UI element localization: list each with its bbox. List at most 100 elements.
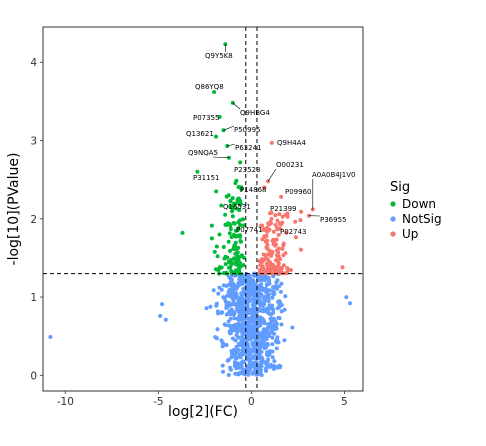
down-point — [241, 223, 246, 228]
down-point — [221, 245, 226, 249]
notsig-point — [261, 277, 266, 281]
notsig-point — [224, 312, 229, 317]
notsig-point — [267, 288, 272, 293]
notsig-point — [245, 300, 250, 305]
notsig-point — [239, 360, 244, 365]
point-label: Q9HBG4 — [240, 109, 270, 117]
notsig-point — [211, 288, 216, 293]
notsig-point — [265, 326, 270, 331]
notsig-point — [245, 348, 250, 353]
outlier-point — [344, 295, 349, 300]
down-point — [237, 268, 242, 273]
point-label: P21399 — [270, 205, 297, 213]
y-tick-label: 1 — [30, 292, 37, 304]
notsig-point — [245, 332, 250, 337]
down-point — [235, 271, 240, 276]
notsig-point — [261, 343, 265, 348]
labeled-point — [212, 90, 217, 94]
up-point — [281, 253, 286, 258]
down-point — [239, 187, 244, 192]
x-tick-label: -10 — [57, 396, 74, 408]
outlier-point — [158, 313, 163, 318]
notsig-point — [272, 331, 277, 336]
down-point — [241, 255, 246, 260]
notsig-point — [264, 369, 269, 373]
notsig-point — [236, 317, 241, 322]
x-tick-label: 5 — [341, 396, 348, 408]
notsig-point — [231, 299, 236, 304]
notsig-point — [271, 289, 276, 294]
notsig-point — [230, 328, 235, 333]
notsig-point — [224, 283, 229, 288]
notsig-point — [274, 321, 279, 326]
down-point — [214, 189, 219, 194]
notsig-point — [242, 341, 247, 346]
notsig-point — [215, 327, 220, 332]
notsig-point — [255, 308, 260, 313]
notsig-point — [258, 367, 263, 372]
notsig-point — [227, 293, 232, 298]
notsig-point — [227, 287, 232, 292]
up-point — [281, 243, 286, 248]
down-point — [215, 254, 220, 259]
notsig-point — [255, 370, 260, 375]
notsig-point — [219, 287, 224, 292]
notsig-point — [255, 343, 260, 348]
up-point — [281, 263, 286, 268]
down-point — [232, 256, 237, 261]
notsig-point — [234, 292, 239, 297]
up-point — [274, 237, 279, 242]
x-axis-ticks: -10 -5 0 5 — [57, 391, 348, 408]
outlier-point — [163, 317, 168, 322]
point-label: P07741 — [236, 226, 263, 234]
notsig-point — [223, 299, 228, 304]
notsig-point — [262, 331, 267, 336]
legend-label: Up — [402, 227, 418, 241]
notsig-point — [275, 278, 280, 283]
notsig-point — [265, 306, 269, 311]
labeled-point — [238, 160, 243, 165]
notsig-point — [283, 294, 288, 299]
notsig-point — [247, 358, 252, 363]
notsig-point — [270, 364, 275, 369]
label-leader-line — [267, 168, 277, 182]
notsig-point — [240, 333, 245, 337]
labeled-point — [230, 204, 235, 209]
notsig-point — [279, 281, 284, 286]
notsig-point — [282, 307, 287, 312]
up-point — [275, 226, 280, 231]
down-point — [236, 220, 241, 225]
legend-swatch — [390, 201, 396, 207]
x-tick-label: -5 — [153, 396, 163, 408]
notsig-point — [240, 310, 245, 315]
x-axis-title: log[2](FC) — [168, 404, 238, 420]
point-label: P14868 — [240, 186, 267, 194]
notsig-point — [208, 304, 213, 309]
up-point — [267, 227, 272, 232]
notsig-point — [236, 335, 241, 340]
point-label: P23528 — [234, 166, 261, 174]
notsig-point — [268, 316, 273, 321]
notsig-point — [251, 318, 256, 323]
y-axis-title: -log[10](PValue) — [6, 153, 22, 266]
notsig-point — [253, 356, 258, 361]
up-point — [265, 252, 270, 257]
notsig-point — [235, 361, 240, 366]
notsig-point — [222, 322, 227, 327]
legend-title: Sig — [390, 180, 410, 195]
notsig-point — [226, 357, 231, 362]
notsig-point — [228, 312, 233, 317]
legend-swatch — [390, 231, 396, 237]
legend-swatch — [390, 216, 396, 222]
down-point — [223, 254, 228, 259]
notsig-point — [232, 316, 237, 321]
notsig-point — [238, 355, 243, 360]
notsig-point — [216, 291, 221, 296]
notsig-point — [266, 276, 271, 281]
up-point — [263, 256, 268, 261]
notsig-point — [256, 321, 261, 326]
up-point — [263, 228, 268, 232]
up-point — [261, 270, 266, 275]
notsig-point — [226, 319, 231, 324]
